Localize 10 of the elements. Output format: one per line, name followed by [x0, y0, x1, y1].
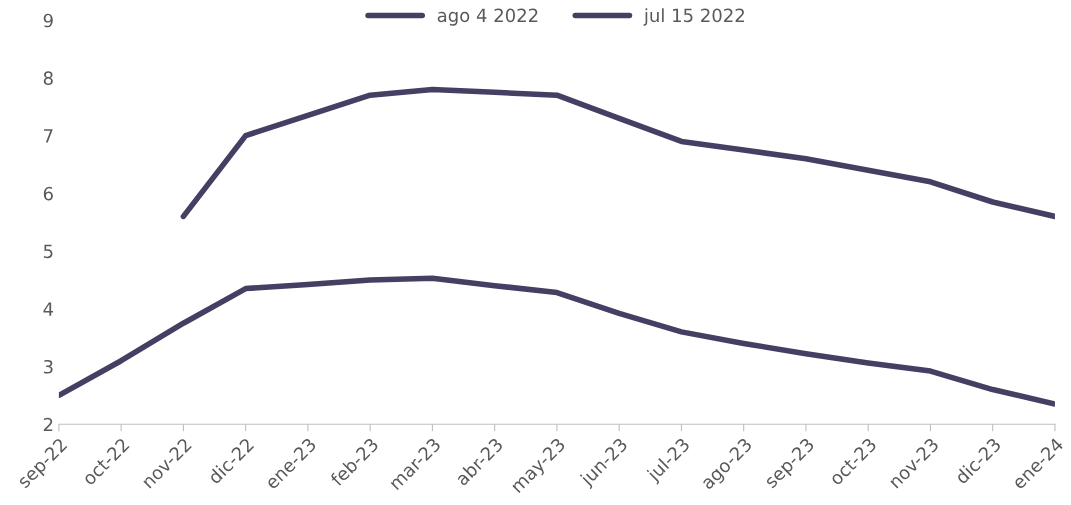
y-tick-label: 9: [43, 13, 53, 28]
y-tick-label: 3: [43, 359, 53, 374]
y-tick-label: 7: [44, 129, 53, 143]
y-tick-label: 5: [43, 244, 53, 259]
y-tick-label: 4: [43, 302, 54, 316]
legend-label: ago 4 2022: [437, 8, 538, 26]
legend-label: jul 15 2022: [643, 8, 744, 26]
y-tick-label: 6: [43, 186, 53, 201]
y-tick-label: 2: [43, 417, 53, 432]
y-tick-label: 8: [43, 71, 53, 86]
